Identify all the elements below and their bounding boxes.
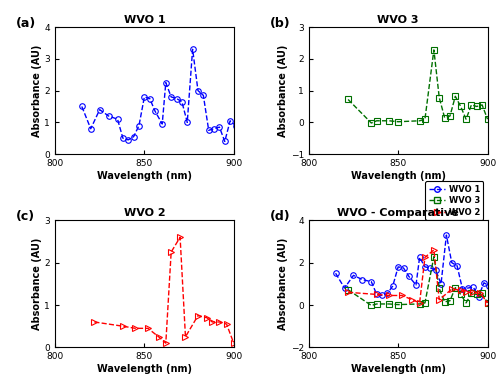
WVO 1: [432, 268, 438, 273]
Legend: WVO 1, WVO 3, WVO 2: WVO 1, WVO 3, WVO 2: [426, 181, 484, 220]
Text: (a): (a): [16, 17, 36, 30]
Title: WVO 2: WVO 2: [124, 208, 165, 218]
WVO 1: [438, 281, 444, 286]
WVO 1: [400, 266, 406, 270]
WVO 2: [410, 297, 416, 302]
WVO 3: [458, 292, 464, 297]
WVO 1: [444, 233, 450, 237]
WVO 1: [406, 274, 412, 279]
WVO 2: [386, 293, 392, 298]
WVO 3: [368, 303, 374, 308]
Text: (d): (d): [270, 210, 290, 223]
Y-axis label: Absorbance (AU): Absorbance (AU): [278, 44, 288, 137]
WVO 2: [422, 255, 428, 260]
WVO 3: [447, 298, 453, 303]
WVO 1: [390, 284, 396, 288]
WVO 3: [452, 285, 458, 290]
WVO 1: [342, 286, 347, 290]
WVO 3: [436, 286, 442, 291]
WVO 1: [470, 285, 476, 290]
WVO 2: [374, 292, 380, 297]
Line: WVO 1: WVO 1: [333, 232, 492, 299]
WVO 1: [481, 281, 487, 285]
WVO 2: [449, 287, 455, 291]
Line: WVO 3: WVO 3: [346, 254, 490, 308]
WVO 1: [413, 283, 419, 287]
Text: (c): (c): [16, 210, 35, 223]
WVO 1: [416, 255, 422, 260]
WVO 3: [442, 300, 448, 304]
X-axis label: Wavelength (nm): Wavelength (nm): [97, 171, 192, 181]
WVO 3: [345, 288, 351, 292]
Title: WVO 1: WVO 1: [124, 15, 165, 25]
WVO 1: [395, 264, 401, 269]
WVO 1: [476, 294, 482, 299]
WVO 1: [360, 277, 366, 282]
WVO 2: [398, 293, 404, 298]
WVO 2: [436, 297, 442, 302]
Y-axis label: Absorbance (AU): Absorbance (AU): [278, 238, 288, 330]
WVO 1: [374, 292, 380, 297]
Y-axis label: Absorbance (AU): Absorbance (AU): [32, 44, 42, 137]
WVO 1: [454, 264, 460, 268]
WVO 3: [374, 301, 380, 306]
WVO 2: [345, 290, 351, 295]
WVO 3: [474, 292, 480, 297]
WVO 1: [460, 287, 466, 291]
WVO 3: [484, 301, 490, 305]
WVO 1: [486, 284, 492, 288]
WVO 2: [458, 288, 464, 293]
WVO 3: [463, 301, 469, 305]
WVO 2: [431, 247, 437, 252]
WVO 2: [470, 290, 476, 295]
WVO 3: [431, 254, 437, 259]
WVO 1: [465, 286, 471, 290]
X-axis label: Wavelength (nm): Wavelength (nm): [350, 364, 446, 374]
WVO 1: [350, 273, 356, 278]
WVO 3: [479, 291, 485, 296]
WVO 3: [395, 302, 401, 307]
WVO 2: [484, 301, 490, 305]
WVO 3: [422, 301, 428, 305]
Title: WVO - Comparative: WVO - Comparative: [338, 208, 459, 218]
X-axis label: Wavelength (nm): Wavelength (nm): [350, 171, 446, 181]
WVO 2: [416, 301, 422, 305]
WVO 3: [386, 301, 392, 306]
WVO 1: [428, 266, 434, 270]
WVO 3: [468, 291, 474, 296]
WVO 2: [463, 290, 469, 295]
WVO 1: [368, 279, 374, 284]
WVO 1: [384, 291, 390, 296]
WVO 1: [379, 293, 385, 298]
WVO 1: [449, 260, 455, 265]
WVO 2: [478, 291, 484, 296]
X-axis label: Wavelength (nm): Wavelength (nm): [97, 364, 192, 374]
WVO 1: [422, 264, 428, 269]
Title: WVO 3: WVO 3: [378, 15, 419, 25]
Line: WVO 2: WVO 2: [346, 247, 490, 306]
Y-axis label: Absorbance (AU): Absorbance (AU): [32, 238, 42, 330]
WVO 1: [332, 271, 338, 276]
Text: (b): (b): [270, 17, 290, 30]
WVO 3: [416, 301, 422, 306]
